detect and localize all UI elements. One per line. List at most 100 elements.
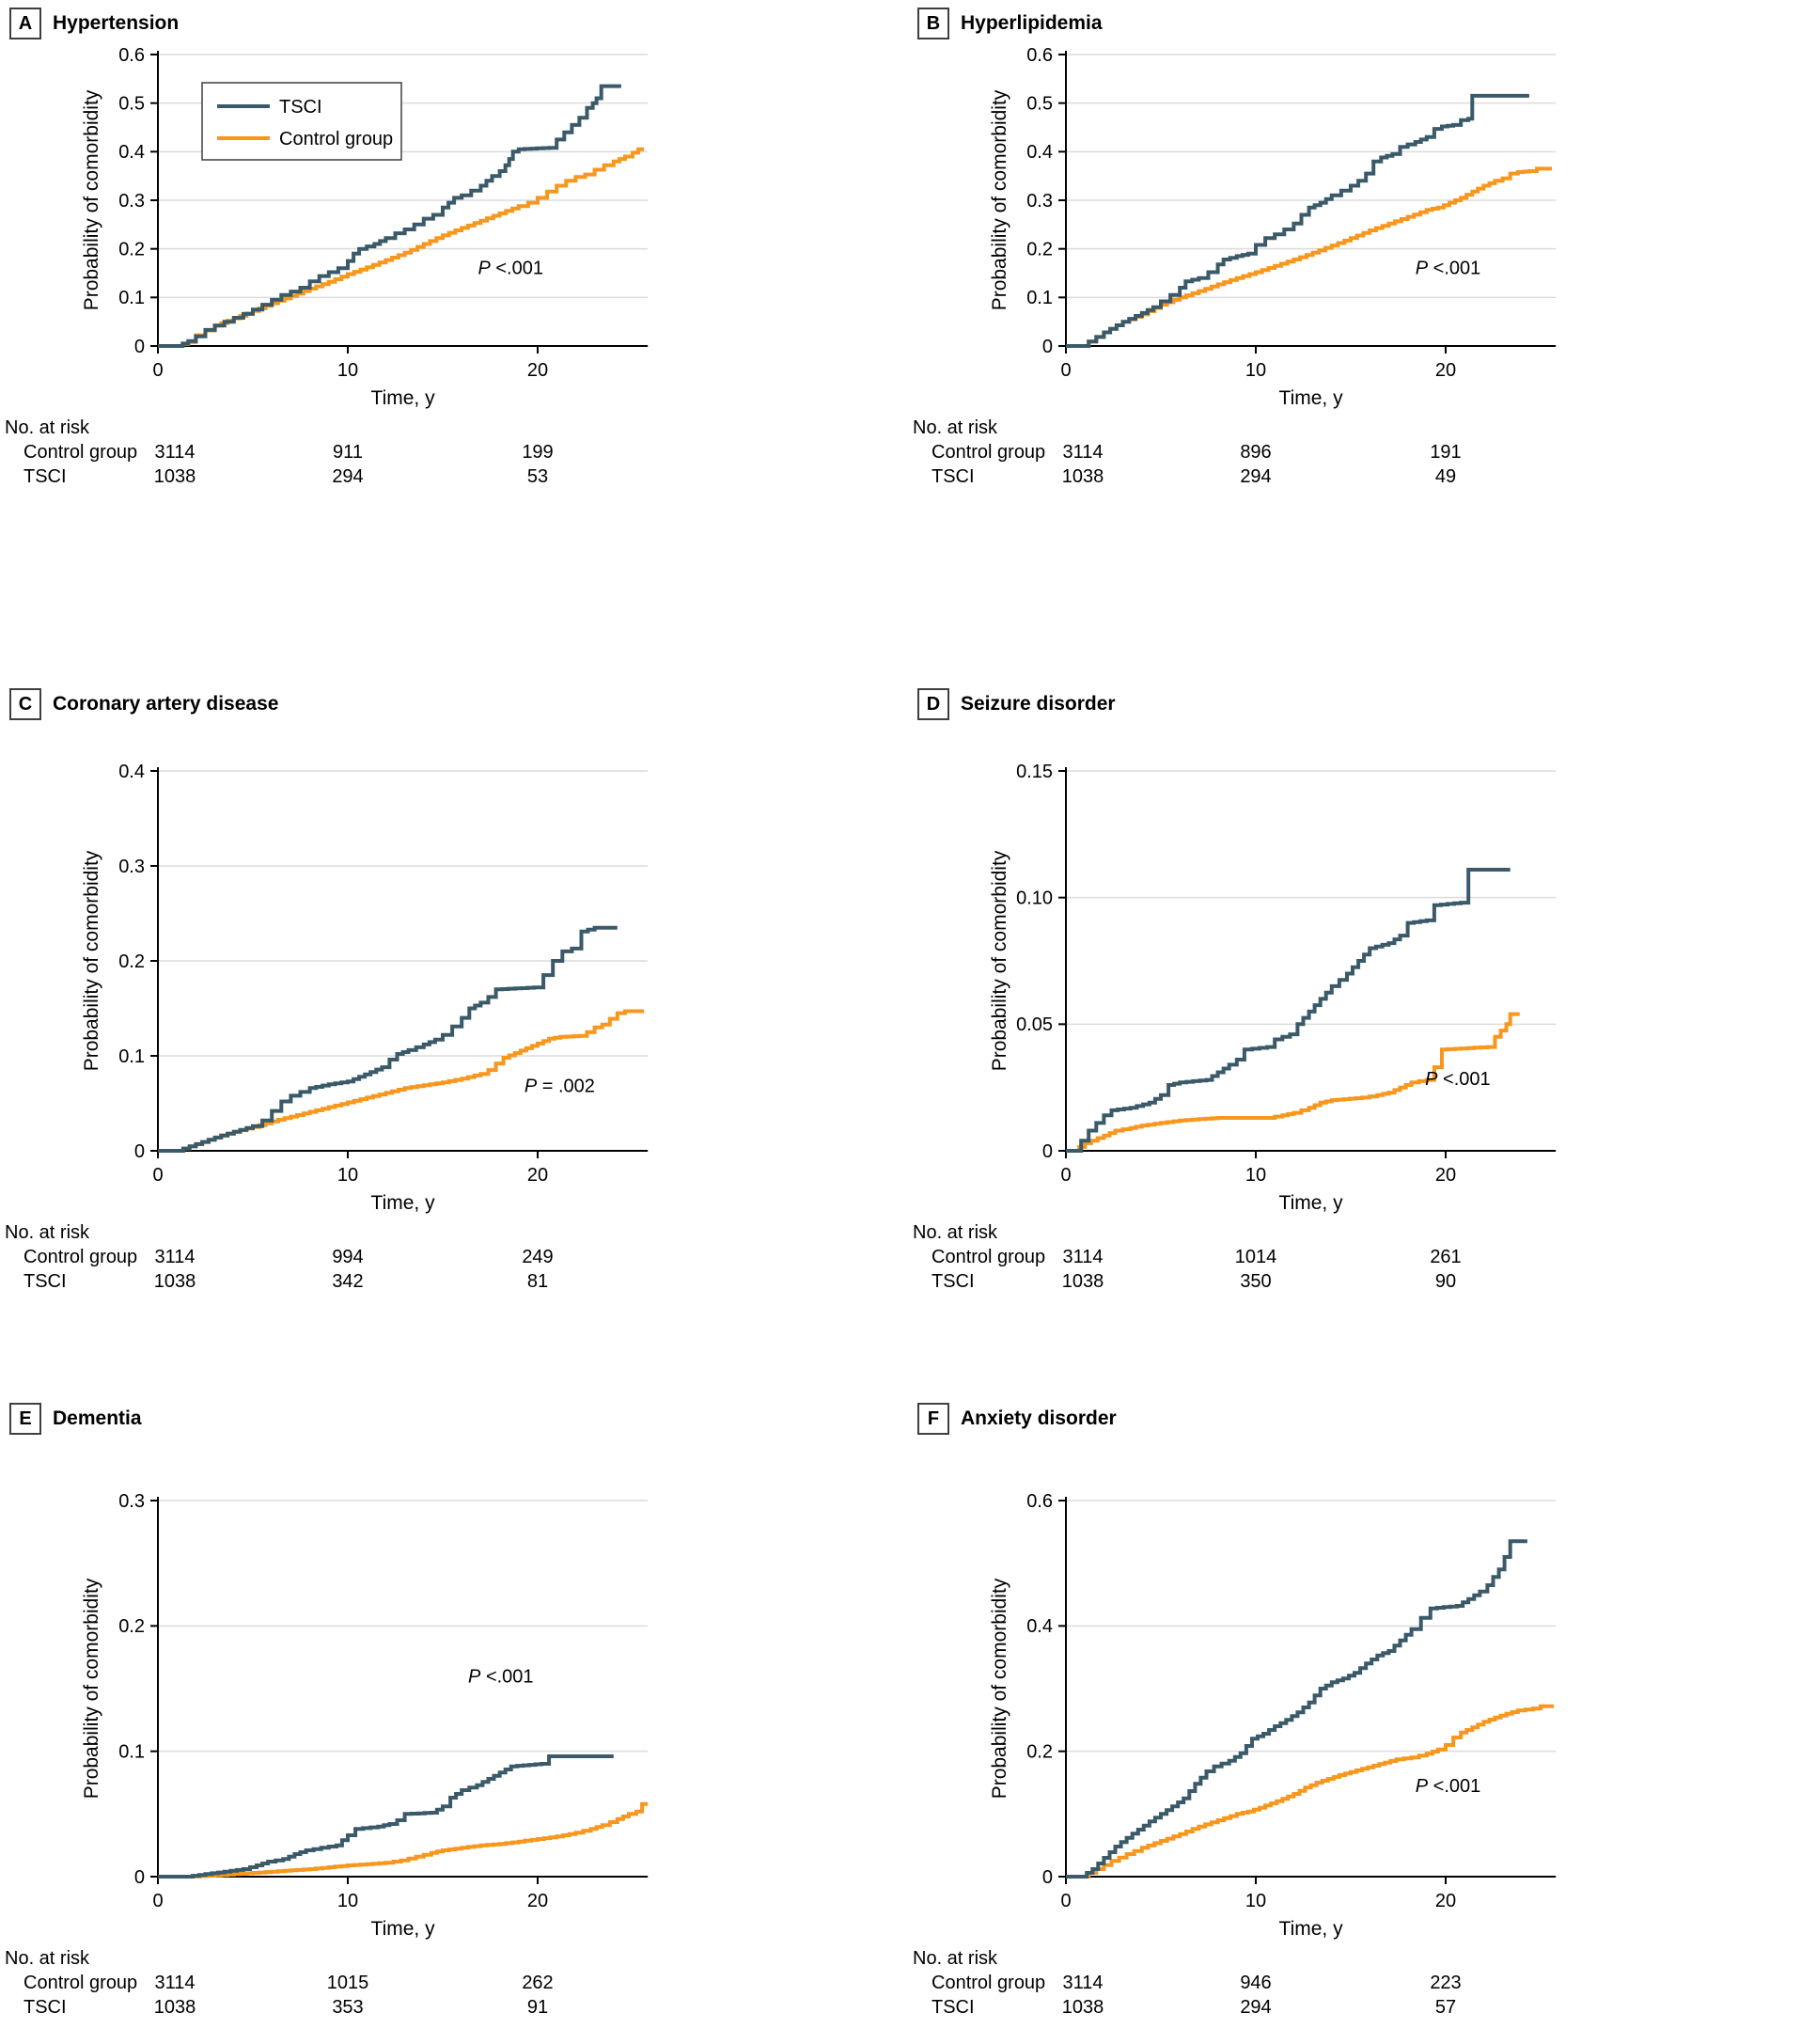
- panel-letter: C: [9, 688, 41, 720]
- risk-row-label: TSCI: [931, 1997, 975, 2018]
- risk-count: 90: [1434, 1271, 1457, 1292]
- panel-anxiety-disorder: F Anxiety disorder 0 0.2 0.4 0.6 0 10 20 Time, …: [908, 1395, 1816, 2044]
- y-axis-label: Probability of comorbidity: [81, 1578, 102, 1799]
- risk-table-header: No. at risk: [913, 1948, 998, 1969]
- y-tick-label: 0.15: [1016, 762, 1053, 782]
- panel-title: Anxiety disorder: [961, 1407, 1117, 1429]
- x-axis-label: Time, y: [1279, 1918, 1344, 1940]
- risk-count: 294: [332, 466, 364, 487]
- panel-title: Hyperlipidemia: [961, 12, 1103, 34]
- risk-count: 1038: [153, 466, 196, 487]
- risk-count: 3114: [154, 1973, 196, 1993]
- risk-row-label: TSCI: [23, 1997, 67, 2018]
- risk-count: 81: [526, 1271, 549, 1292]
- y-tick-label: 0.3: [118, 191, 145, 212]
- km-plot-coronary-artery-disease: 0 0.1 0.2 0.3 0.4 0 10 20 Time, y Probability of …: [81, 762, 649, 1214]
- risk-count: 261: [1430, 1247, 1462, 1267]
- y-tick-label: 0.4: [1026, 142, 1053, 163]
- x-axis-label: Time, y: [371, 1192, 436, 1214]
- panel-letter: D: [917, 688, 949, 720]
- x-tick-label: 20: [527, 1165, 548, 1186]
- risk-count: 342: [332, 1271, 364, 1292]
- risk-row-label: Control group: [23, 1247, 138, 1267]
- panel-header: B Hyperlipidemia: [917, 8, 1103, 39]
- panel-dementia: E Dementia 0 0.1 0.2 0.3 0 10 20 Time, y Probabi…: [0, 1395, 908, 2044]
- y-tick-label: 0.6: [118, 45, 145, 66]
- risk-count: 994: [332, 1247, 364, 1267]
- y-tick-label: 0: [134, 337, 145, 357]
- y-tick-label: 0.6: [1026, 1491, 1053, 1512]
- legend: TSCI Control group: [201, 82, 402, 161]
- panel-title: Dementia: [53, 1407, 142, 1429]
- x-tick-label: 0: [152, 1165, 163, 1186]
- risk-count: 1038: [153, 1997, 196, 2018]
- curve-tsci: [158, 1754, 614, 1879]
- x-tick-label: 20: [1435, 360, 1456, 381]
- y-tick-label: 0.2: [1026, 239, 1053, 259]
- x-axis-label: Time, y: [371, 387, 436, 409]
- legend-label-tsci: TSCI: [279, 97, 322, 118]
- y-tick-label: 0: [134, 1141, 145, 1162]
- y-tick-label: 0.10: [1016, 888, 1053, 908]
- risk-row-label: TSCI: [931, 466, 975, 487]
- y-tick-label: 0: [1042, 337, 1053, 357]
- y-tick-label: 0.5: [1026, 93, 1053, 114]
- risk-count: 1038: [1061, 1997, 1104, 2018]
- x-tick-label: 0: [1060, 1891, 1071, 1911]
- risk-count: 911: [333, 442, 363, 463]
- panel-letter: A: [9, 8, 41, 39]
- panel-title: Coronary artery disease: [53, 693, 279, 715]
- panel-coronary-artery-disease: C Coronary artery disease 0 0.1 0.2 0.3 0.4 0…: [0, 681, 908, 1395]
- p-value: P <.001: [468, 1666, 534, 1687]
- risk-count: 946: [1240, 1973, 1272, 1993]
- risk-count: 262: [522, 1973, 554, 1993]
- risk-count: 53: [526, 466, 549, 487]
- curve-control-group: [1066, 1012, 1520, 1153]
- risk-count: 191: [1430, 442, 1462, 463]
- p-value: P <.001: [1425, 1069, 1491, 1090]
- curve-tsci: [1066, 868, 1511, 1153]
- panel-hyperlipidemia: B Hyperlipidemia 0 0.1 0.2 0.3 0.4 0.5 0.6 0 10 2…: [908, 0, 1816, 681]
- p-value: P <.001: [477, 259, 543, 279]
- y-tick-label: 0.4: [1026, 1616, 1053, 1637]
- p-value: P <.001: [1416, 1776, 1481, 1797]
- x-tick-label: 20: [1435, 1165, 1456, 1186]
- y-tick-label: 0: [134, 1867, 145, 1888]
- y-tick-label: 0.2: [118, 951, 145, 972]
- km-plot-hypertension: 0 0.1 0.2 0.3 0.4 0.5 0.6 0 10 20 Time, y Probabili…: [81, 45, 649, 409]
- panel-header: F Anxiety disorder: [917, 1403, 1117, 1435]
- x-tick-label: 0: [152, 1891, 163, 1911]
- x-tick-label: 10: [337, 1891, 358, 1911]
- risk-count: 3114: [1062, 1973, 1104, 1993]
- x-tick-label: 10: [337, 1165, 358, 1186]
- x-tick-label: 20: [527, 1891, 548, 1911]
- risk-count: 1038: [153, 1271, 196, 1292]
- risk-table-header: No. at risk: [913, 417, 998, 438]
- x-tick-label: 0: [1060, 1165, 1071, 1186]
- x-tick-label: 20: [527, 360, 548, 381]
- panel-header: A Hypertension: [9, 8, 179, 39]
- panel-letter: E: [9, 1403, 41, 1435]
- y-axis-label: Probability of comorbidity: [989, 89, 1010, 310]
- risk-count: 3114: [1062, 442, 1104, 463]
- y-tick-label: 0.1: [118, 288, 145, 308]
- panel-seizure-disorder: D Seizure disorder 0 0.05 0.10 0.15 0 10 20 Tim…: [908, 681, 1816, 1395]
- y-tick-label: 0.1: [1026, 288, 1053, 308]
- curve-tsci: [158, 925, 618, 1153]
- y-axis-label: Probability of comorbidity: [81, 89, 102, 310]
- y-tick-label: 0.1: [118, 1741, 145, 1762]
- x-tick-label: 20: [1435, 1891, 1456, 1911]
- x-axis-label: Time, y: [1279, 387, 1344, 409]
- y-tick-label: 0.2: [118, 239, 145, 259]
- risk-count: 1014: [1234, 1247, 1277, 1267]
- y-tick-label: 0.5: [118, 93, 145, 114]
- risk-count: 1038: [1061, 1271, 1104, 1292]
- risk-count: 3114: [154, 1247, 196, 1267]
- risk-count: 57: [1434, 1997, 1457, 2018]
- risk-count: 896: [1240, 442, 1272, 463]
- risk-count: 223: [1430, 1973, 1462, 1993]
- km-plot-anxiety-disorder: 0 0.2 0.4 0.6 0 10 20 Time, y Probability of com…: [989, 1491, 1557, 1940]
- risk-count: 3114: [1062, 1247, 1104, 1267]
- panel-letter: B: [917, 8, 949, 39]
